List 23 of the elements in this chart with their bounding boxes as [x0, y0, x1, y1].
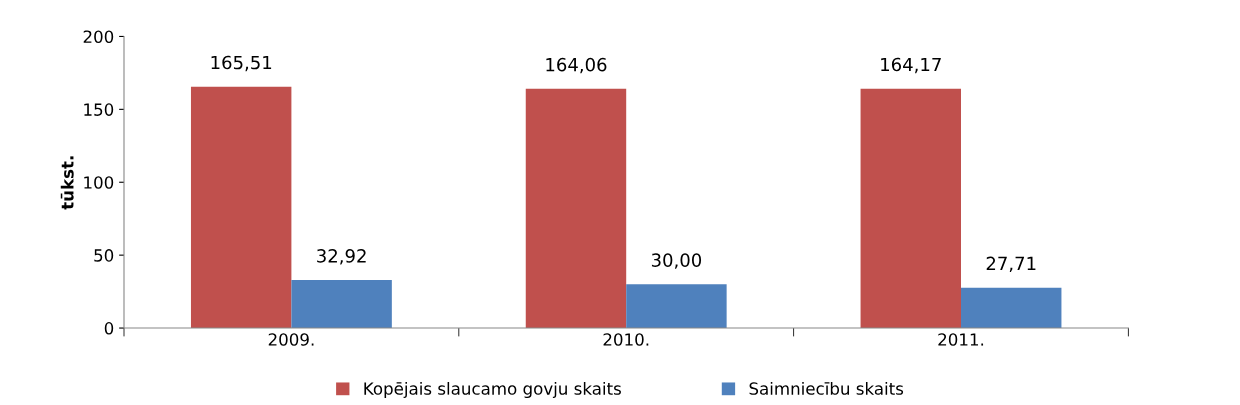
data-label: 32,92 — [317, 249, 366, 265]
data-label: 164,17 — [881, 57, 941, 74]
legend-label: Saimniecību skaits — [749, 381, 904, 395]
legend-label: Kopējais slaucamo govju skaits — [364, 381, 621, 399]
y-tick-label: 50 — [94, 249, 114, 262]
data-label: 164,06 — [546, 57, 607, 74]
data-label: 165,51 — [211, 55, 272, 72]
bar — [626, 284, 727, 329]
y-axis-title: tūkst. — [60, 156, 74, 210]
data-label: 30,00 — [651, 253, 702, 269]
x-tick-label: 2009. — [268, 333, 314, 346]
x-tick-label: 2010. — [603, 333, 649, 346]
bar — [190, 86, 292, 329]
x-tick-label: 2011. — [938, 333, 984, 346]
y-tick-label: 0 — [104, 322, 114, 335]
y-tick-label: 200 — [83, 30, 114, 44]
y-tick-label: 100 — [84, 176, 114, 189]
bar — [525, 88, 627, 329]
bar — [291, 280, 392, 329]
bar — [961, 287, 1062, 329]
bar — [860, 88, 961, 329]
data-label: 27,71 — [986, 256, 1036, 273]
y-tick-label: 150 — [84, 103, 114, 116]
